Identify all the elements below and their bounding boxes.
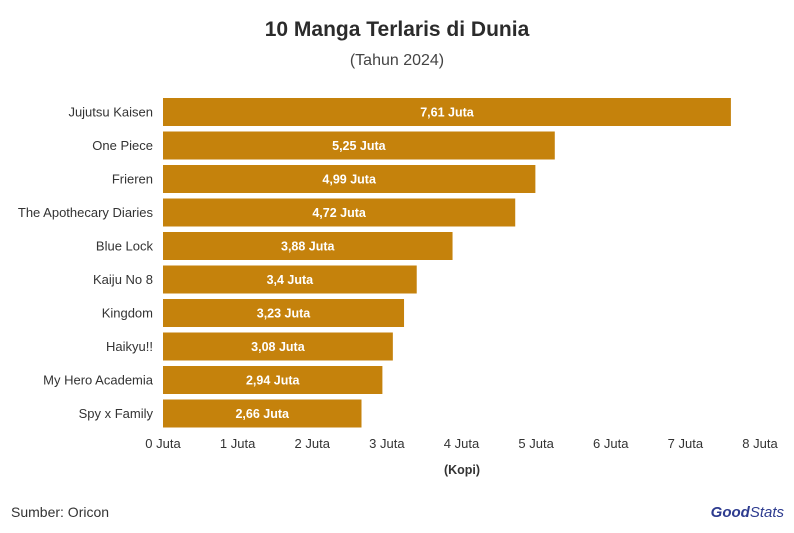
data-label: 2,66 Juta bbox=[235, 407, 290, 421]
data-label: 5,25 Juta bbox=[332, 139, 387, 153]
data-label: 3,88 Juta bbox=[281, 240, 336, 254]
bar bbox=[163, 299, 405, 327]
data-label: 3,08 Juta bbox=[251, 340, 306, 354]
data-label: 4,72 Juta bbox=[312, 206, 367, 220]
bar bbox=[163, 131, 555, 160]
data-label: 7,61 Juta bbox=[420, 106, 475, 120]
x-tick-label: 5 Juta bbox=[518, 436, 554, 451]
bar bbox=[163, 265, 417, 294]
chart-subtitle: (Tahun 2024) bbox=[349, 52, 445, 69]
bar bbox=[163, 98, 731, 126]
source-note: Sumber: Oricon bbox=[11, 504, 110, 520]
x-tick-label: 2 Juta bbox=[295, 436, 331, 451]
bar bbox=[163, 332, 393, 361]
bar bbox=[163, 399, 362, 428]
category-label: Haikyu!! bbox=[106, 339, 153, 354]
goodstats-logo: GoodStats bbox=[711, 504, 784, 521]
data-label: 3,23 Juta bbox=[257, 307, 312, 321]
data-label: 2,94 Juta bbox=[246, 374, 301, 388]
x-tick-label: 1 Juta bbox=[220, 436, 256, 451]
x-axis-title: (Kopi) bbox=[444, 463, 480, 477]
logo-good-text: Good bbox=[710, 504, 750, 521]
x-tick-label: 4 Juta bbox=[444, 436, 480, 451]
category-label: Spy x Family bbox=[79, 406, 154, 421]
x-tick-label: 6 Juta bbox=[593, 436, 629, 451]
data-label: 3,4 Juta bbox=[267, 273, 315, 287]
bar bbox=[163, 232, 453, 260]
category-label: Kaiju No 8 bbox=[93, 272, 153, 287]
category-label: Kingdom bbox=[102, 306, 153, 321]
category-label: The Apothecary Diaries bbox=[18, 205, 154, 220]
category-label: Jujutsu Kaisen bbox=[68, 105, 153, 120]
data-label: 4,99 Juta bbox=[322, 173, 377, 187]
x-tick-label: 8 Juta bbox=[742, 436, 778, 451]
category-label: Frieren bbox=[112, 172, 153, 187]
category-label: My Hero Academia bbox=[43, 373, 154, 388]
bar bbox=[163, 165, 536, 193]
x-tick-label: 0 Juta bbox=[145, 436, 181, 451]
x-tick-label: 7 Juta bbox=[668, 436, 704, 451]
bar bbox=[163, 198, 516, 227]
chart-title: 10 Manga Terlaris di Dunia bbox=[264, 18, 530, 41]
category-label: Blue Lock bbox=[96, 239, 154, 254]
logo-stats-text: Stats bbox=[749, 504, 784, 521]
bar bbox=[163, 366, 383, 394]
x-tick-label: 3 Juta bbox=[369, 436, 405, 451]
category-label: One Piece bbox=[92, 138, 153, 153]
